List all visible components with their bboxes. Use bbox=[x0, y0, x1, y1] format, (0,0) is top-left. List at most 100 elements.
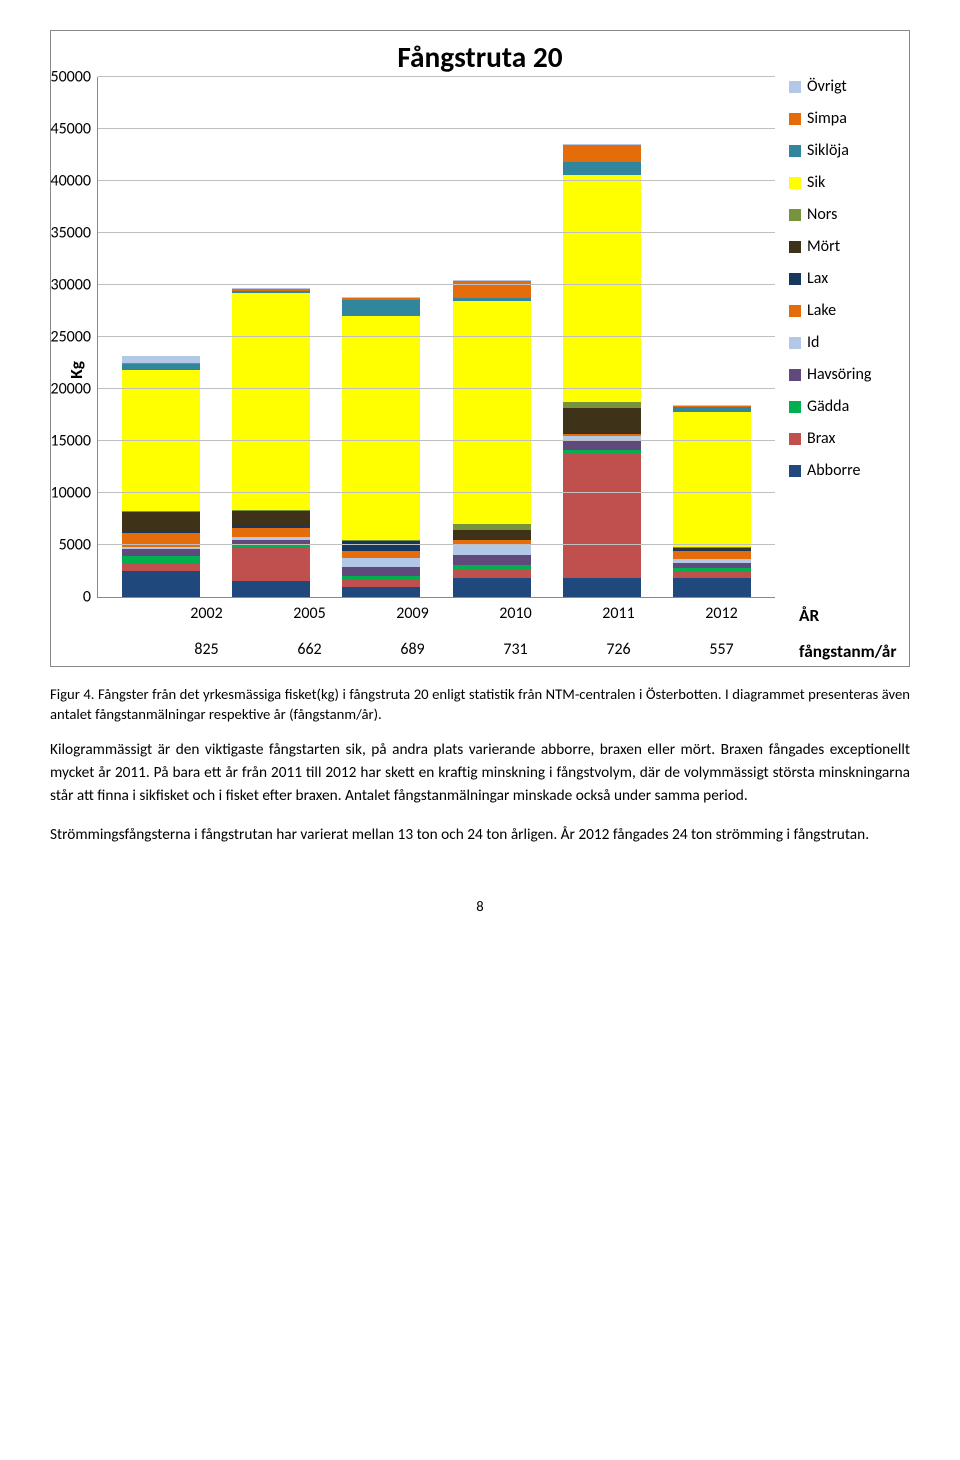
bar-segment-brax bbox=[673, 571, 751, 578]
bar-segment-abborre bbox=[453, 578, 531, 597]
bar-segment-havsöring bbox=[453, 555, 531, 564]
bar-segment-sik bbox=[563, 175, 641, 402]
legend-label: Abborre bbox=[807, 461, 860, 480]
x-count: 689 bbox=[374, 640, 452, 662]
legend-label: Nors bbox=[807, 205, 837, 224]
gridline bbox=[98, 336, 775, 337]
bar-segment-mört bbox=[563, 408, 641, 433]
bar-segment-lake bbox=[232, 528, 310, 536]
legend-item: Mört bbox=[789, 237, 899, 256]
x-axis-counts: 825 662 689 731 726 557 fångstanm/år bbox=[91, 640, 899, 662]
legend-swatch bbox=[789, 337, 801, 349]
x-year: 2005 bbox=[271, 604, 349, 626]
bar-segment-brax bbox=[232, 547, 310, 581]
bar-segment-sik bbox=[232, 293, 310, 509]
bar-segment-abborre bbox=[563, 578, 641, 597]
x-year: 2011 bbox=[580, 604, 658, 626]
bar-segment-mört bbox=[453, 530, 531, 538]
years-axis-label: ÅR bbox=[781, 604, 899, 626]
x-year: 2012 bbox=[683, 604, 761, 626]
gridline bbox=[98, 492, 775, 493]
plot-column: 5000045000400003500030000250002000015000… bbox=[91, 77, 899, 662]
bar-segment-mört bbox=[122, 512, 200, 531]
chart-body: Kg 5000045000400003500030000250002000015… bbox=[61, 77, 899, 662]
legend-item: Brax bbox=[789, 429, 899, 448]
x-count: 662 bbox=[271, 640, 349, 662]
legend-swatch bbox=[789, 369, 801, 381]
gridline bbox=[98, 232, 775, 233]
legend-item: Siklöja bbox=[789, 141, 899, 160]
legend-item: Sik bbox=[789, 173, 899, 192]
legend-label: Gädda bbox=[807, 397, 849, 416]
gridline bbox=[98, 388, 775, 389]
page-number: 8 bbox=[50, 897, 910, 915]
legend-label: Id bbox=[807, 333, 819, 352]
legend-item: Id bbox=[789, 333, 899, 352]
legend-item: Lake bbox=[789, 301, 899, 320]
x-count: 557 bbox=[683, 640, 761, 662]
bar-segment-sik bbox=[673, 412, 751, 547]
legend-item: Övrigt bbox=[789, 77, 899, 96]
legend-label: Siklöja bbox=[807, 141, 849, 160]
x-year: 2009 bbox=[374, 604, 452, 626]
bars-group bbox=[98, 77, 775, 597]
bar-segment-abborre bbox=[673, 578, 751, 597]
legend-swatch bbox=[789, 273, 801, 285]
legend-label: Brax bbox=[807, 429, 835, 448]
x-count: 726 bbox=[580, 640, 658, 662]
bar-segment-abborre bbox=[232, 581, 310, 597]
legend-label: Mört bbox=[807, 237, 840, 256]
legend-label: Lake bbox=[807, 301, 836, 320]
gridline bbox=[98, 284, 775, 285]
gridline bbox=[98, 180, 775, 181]
bar-segment-siklöja bbox=[342, 300, 420, 317]
legend-swatch bbox=[789, 241, 801, 253]
bar bbox=[563, 144, 641, 597]
x-axis-years: 2002 2005 2009 2010 2011 2012 ÅR bbox=[91, 604, 899, 626]
bar bbox=[122, 356, 200, 597]
legend-swatch bbox=[789, 465, 801, 477]
legend-label: Simpa bbox=[807, 109, 847, 128]
counts-axis-label: fångstanm/år bbox=[781, 640, 899, 662]
plot-area bbox=[97, 77, 775, 598]
legend-item: Nors bbox=[789, 205, 899, 224]
legend-swatch bbox=[789, 113, 801, 125]
bar-segment-gädda bbox=[122, 556, 200, 563]
chart-title: Fångstruta 20 bbox=[61, 39, 899, 75]
bar-segment-siklöja bbox=[563, 162, 641, 174]
bar-segment-id bbox=[342, 558, 420, 567]
bar bbox=[673, 405, 751, 597]
legend-swatch bbox=[789, 433, 801, 445]
legend-label: Lax bbox=[807, 269, 828, 288]
x-year: 2010 bbox=[477, 604, 555, 626]
bar-segment-id bbox=[453, 544, 531, 555]
legend-label: Havsöring bbox=[807, 365, 871, 384]
gridline bbox=[98, 440, 775, 441]
body-paragraph-1: Kilogrammässigt är den viktigaste fångst… bbox=[50, 739, 910, 808]
x-year: 2002 bbox=[168, 604, 246, 626]
bar-segment-havsöring bbox=[342, 567, 420, 576]
x-count: 731 bbox=[477, 640, 555, 662]
gridline bbox=[98, 128, 775, 129]
bar-segment-mört bbox=[232, 511, 310, 526]
legend-swatch bbox=[789, 177, 801, 189]
legend-label: Sik bbox=[807, 173, 825, 192]
gridline bbox=[98, 76, 775, 77]
bar-segment-sik bbox=[453, 301, 531, 525]
chart-container: Fångstruta 20 Kg 50000450004000035000300… bbox=[50, 30, 910, 667]
legend-swatch bbox=[789, 401, 801, 413]
y-axis-label: Kg bbox=[61, 361, 91, 379]
bar-segment-brax bbox=[563, 453, 641, 578]
gridline bbox=[98, 544, 775, 545]
legend-item: Gädda bbox=[789, 397, 899, 416]
body-paragraph-2: Strömmingsfångsterna i fångstrutan har v… bbox=[50, 824, 910, 847]
x-count: 825 bbox=[168, 640, 246, 662]
bar bbox=[232, 288, 310, 597]
bar-segment-havsöring bbox=[122, 549, 200, 556]
bar-segment-brax bbox=[122, 564, 200, 571]
bar-segment-lake bbox=[673, 551, 751, 558]
bar bbox=[453, 280, 531, 597]
legend-swatch bbox=[789, 305, 801, 317]
bar-segment-havsöring bbox=[563, 441, 641, 450]
legend-label: Övrigt bbox=[807, 77, 847, 96]
